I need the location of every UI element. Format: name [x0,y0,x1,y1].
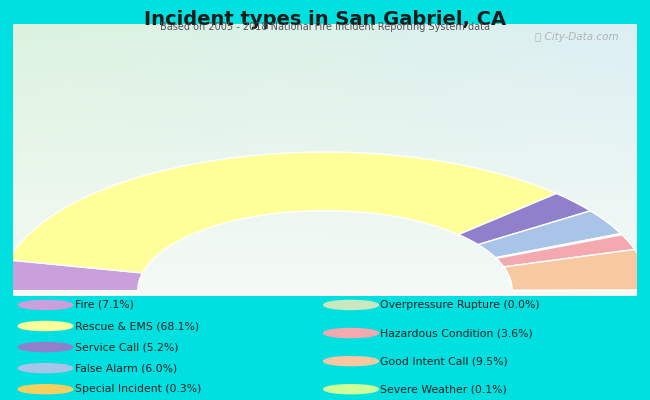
Circle shape [324,385,378,394]
Wedge shape [497,235,635,267]
Text: Hazardous Condition (3.6%): Hazardous Condition (3.6%) [380,328,533,338]
Text: Overpressure Rupture (0.0%): Overpressure Rupture (0.0%) [380,300,540,310]
Circle shape [18,385,73,394]
Text: Good Intent Call (9.5%): Good Intent Call (9.5%) [380,356,508,366]
Wedge shape [458,194,590,245]
Wedge shape [495,234,622,258]
Text: Rescue & EMS (68.1%): Rescue & EMS (68.1%) [75,321,199,331]
Text: Incident types in San Gabriel, CA: Incident types in San Gabriel, CA [144,10,506,29]
Circle shape [324,356,378,366]
Text: Fire (7.1%): Fire (7.1%) [75,300,134,310]
Circle shape [324,300,378,310]
Wedge shape [1,260,142,291]
Wedge shape [504,250,649,290]
Text: False Alarm (6.0%): False Alarm (6.0%) [75,363,177,373]
Text: Special Incident (0.3%): Special Incident (0.3%) [75,384,201,394]
Text: Severe Weather (0.1%): Severe Weather (0.1%) [380,384,507,394]
Circle shape [324,328,378,338]
Circle shape [18,364,73,373]
Wedge shape [512,290,649,291]
Circle shape [18,322,73,330]
Text: ⓘ City-Data.com: ⓘ City-Data.com [535,32,618,42]
Wedge shape [478,211,621,258]
Circle shape [18,300,73,310]
Text: Based on 2005 - 2018 National Fire Incident Reporting System data: Based on 2005 - 2018 National Fire Incid… [160,22,490,32]
Circle shape [18,342,73,352]
Wedge shape [8,152,556,273]
Text: Service Call (5.2%): Service Call (5.2%) [75,342,178,352]
